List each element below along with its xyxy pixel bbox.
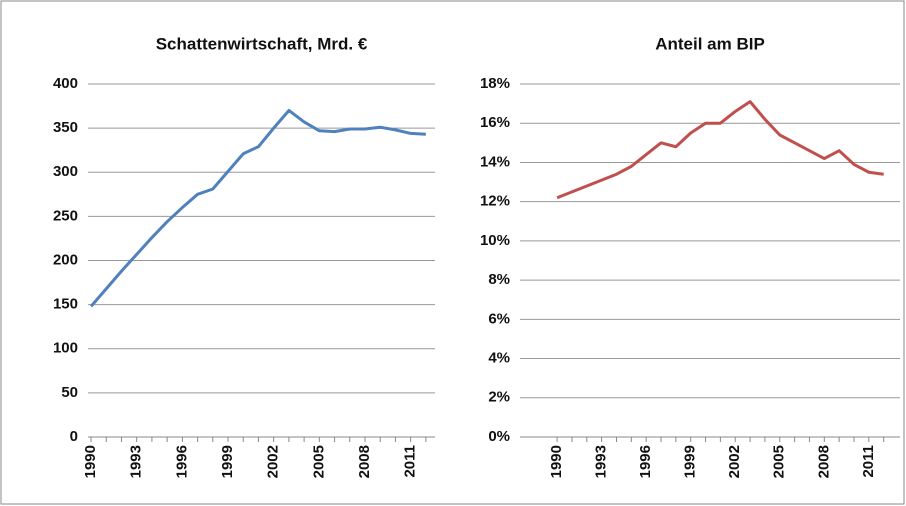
x-tick-label: 1996 [637, 445, 654, 478]
y-tick-label: 150 [53, 296, 78, 313]
y-tick-label: 250 [53, 207, 78, 224]
x-tick-label: 2008 [356, 445, 373, 478]
x-tick-label: 1990 [82, 445, 99, 478]
y-tick-label: 2% [488, 389, 510, 406]
x-tick-label: 1999 [682, 445, 699, 478]
y-tick-label: 200 [53, 251, 78, 268]
y-tick-label: 8% [488, 271, 510, 288]
x-tick-label: 1990 [548, 445, 565, 478]
y-tick-label: 12% [480, 193, 510, 210]
y-tick-label: 50 [61, 384, 78, 401]
x-tick-label: 1993 [593, 445, 610, 478]
y-tick-label: 16% [480, 114, 510, 131]
y-tick-label: 350 [53, 119, 78, 136]
x-tick-label: 2011 [860, 445, 877, 478]
x-tick-label: 1996 [173, 445, 190, 478]
x-tick-label: 2011 [402, 445, 419, 478]
y-tick-label: 400 [53, 75, 78, 92]
x-tick-label: 2005 [310, 445, 327, 478]
y-tick-label: 100 [53, 340, 78, 357]
x-tick-label: 1999 [219, 445, 236, 478]
y-tick-label: 18% [480, 75, 510, 92]
y-tick-label: 300 [53, 163, 78, 180]
chart-title: Anteil am BIP [655, 34, 765, 53]
x-tick-label: 2005 [771, 445, 788, 478]
x-tick-label: 2002 [265, 445, 282, 478]
y-tick-label: 6% [488, 310, 510, 327]
y-tick-label: 4% [488, 350, 510, 367]
y-tick-label: 0% [488, 428, 510, 445]
y-tick-label: 14% [480, 153, 510, 170]
x-tick-label: 2002 [726, 445, 743, 478]
y-tick-label: 0 [70, 428, 78, 445]
y-tick-label: 10% [480, 232, 510, 249]
data-line [89, 108, 426, 308]
x-tick-label: 1993 [128, 445, 145, 478]
chart-title: Schattenwirtschaft, Mrd. € [156, 34, 368, 53]
data-line [556, 100, 884, 200]
x-tick-label: 2008 [815, 445, 832, 478]
